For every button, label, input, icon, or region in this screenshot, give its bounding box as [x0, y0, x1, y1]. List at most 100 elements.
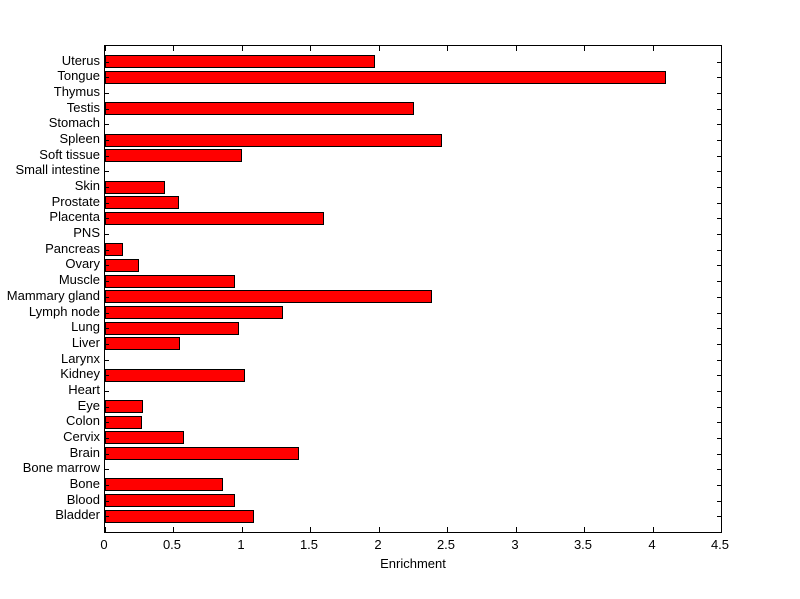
y-tick-right: [717, 265, 721, 266]
y-tick-left: [105, 454, 109, 455]
y-tick-left: [105, 109, 109, 110]
y-tick-label: Lymph node: [28, 304, 100, 319]
y-tick-label: Eye: [77, 398, 100, 413]
bar-placenta: [105, 211, 324, 225]
bar-brain: [105, 447, 299, 461]
y-tick-right: [717, 454, 721, 455]
y-tick-left: [105, 391, 109, 392]
y-tick-right: [717, 250, 721, 251]
y-tick-right: [717, 407, 721, 408]
y-tick-left: [105, 250, 109, 251]
x-tick-top: [584, 46, 585, 51]
x-tick-bottom: [242, 527, 243, 532]
y-tick-left: [105, 62, 109, 63]
y-tick-label: Larynx: [60, 351, 100, 366]
x-tick-top: [105, 46, 106, 51]
y-tick-label: Testis: [66, 100, 100, 115]
x-tick-bottom: [516, 527, 517, 532]
x-tick-top: [653, 46, 654, 51]
x-tick-label: 0: [100, 537, 108, 552]
bar-tongue: [105, 70, 666, 84]
y-tick-right: [717, 328, 721, 329]
y-tick-left: [105, 469, 109, 470]
y-tick-right: [717, 156, 721, 157]
y-tick-left: [105, 265, 109, 266]
plot-area: [104, 45, 722, 533]
y-tick-label: Muscle: [58, 272, 100, 287]
y-tick-label: Bone marrow: [22, 460, 100, 475]
y-tick-left: [105, 297, 109, 298]
y-tick-left: [105, 281, 109, 282]
y-tick-left: [105, 156, 109, 157]
y-tick-right: [717, 93, 721, 94]
y-tick-right: [717, 297, 721, 298]
y-tick-right: [717, 124, 721, 125]
y-tick-label: Soft tissue: [39, 147, 100, 162]
y-tick-label: Prostate: [51, 194, 100, 209]
y-tick-label: Stomach: [48, 115, 100, 130]
bar-blood: [105, 494, 235, 508]
bar-uterus: [105, 55, 375, 69]
bar-ovary: [105, 258, 139, 272]
x-tick-label: 4: [648, 537, 656, 552]
y-tick-right: [717, 171, 721, 172]
y-tick-label: Lung: [71, 319, 100, 334]
y-tick-left: [105, 203, 109, 204]
y-tick-left: [105, 313, 109, 314]
bar-colon: [105, 415, 142, 429]
y-tick-right: [717, 77, 721, 78]
bar-bladder: [105, 509, 254, 523]
y-tick-left: [105, 77, 109, 78]
x-tick-label: 0.5: [162, 537, 182, 552]
bar-prostate: [105, 196, 179, 210]
bar-skin: [105, 180, 165, 194]
bar-bone: [105, 478, 223, 492]
y-tick-left: [105, 360, 109, 361]
x-tick-top: [173, 46, 174, 51]
y-tick-left: [105, 328, 109, 329]
y-tick-label: Blood: [66, 492, 100, 507]
bar-spleen: [105, 133, 442, 147]
y-tick-label: Heart: [68, 382, 100, 397]
bar-mammary-gland: [105, 290, 432, 304]
y-tick-right: [717, 344, 721, 345]
y-tick-label: Uterus: [61, 53, 100, 68]
x-tick-bottom: [721, 527, 722, 532]
y-tick-left: [105, 140, 109, 141]
x-tick-bottom: [584, 527, 585, 532]
y-tick-left: [105, 234, 109, 235]
y-tick-label: Tongue: [57, 68, 100, 83]
y-tick-label: PNS: [73, 225, 100, 240]
x-tick-top: [721, 46, 722, 51]
x-tick-bottom: [653, 527, 654, 532]
bar-lung: [105, 321, 239, 335]
y-tick-right: [717, 485, 721, 486]
y-tick-label: Ovary: [65, 256, 100, 271]
bar-liver: [105, 337, 180, 351]
y-tick-left: [105, 438, 109, 439]
y-tick-right: [717, 187, 721, 188]
y-tick-left: [105, 516, 109, 517]
x-tick-label: 1.5: [299, 537, 319, 552]
x-tick-label: 3.5: [573, 537, 593, 552]
y-tick-right: [717, 62, 721, 63]
x-tick-top: [447, 46, 448, 51]
y-tick-label: Pancreas: [45, 241, 100, 256]
y-tick-left: [105, 218, 109, 219]
y-tick-left: [105, 501, 109, 502]
bar-testis: [105, 102, 414, 116]
x-tick-label: 3: [511, 537, 519, 552]
x-tick-bottom: [173, 527, 174, 532]
bar-eye: [105, 400, 143, 414]
y-tick-right: [717, 438, 721, 439]
bar-soft-tissue: [105, 149, 242, 163]
x-tick-bottom: [105, 527, 106, 532]
x-tick-top: [242, 46, 243, 51]
x-tick-bottom: [379, 527, 380, 532]
y-tick-left: [105, 124, 109, 125]
x-tick-label: 4.5: [710, 537, 730, 552]
x-tick-bottom: [447, 527, 448, 532]
y-tick-left: [105, 187, 109, 188]
x-tick-label: 2: [374, 537, 382, 552]
